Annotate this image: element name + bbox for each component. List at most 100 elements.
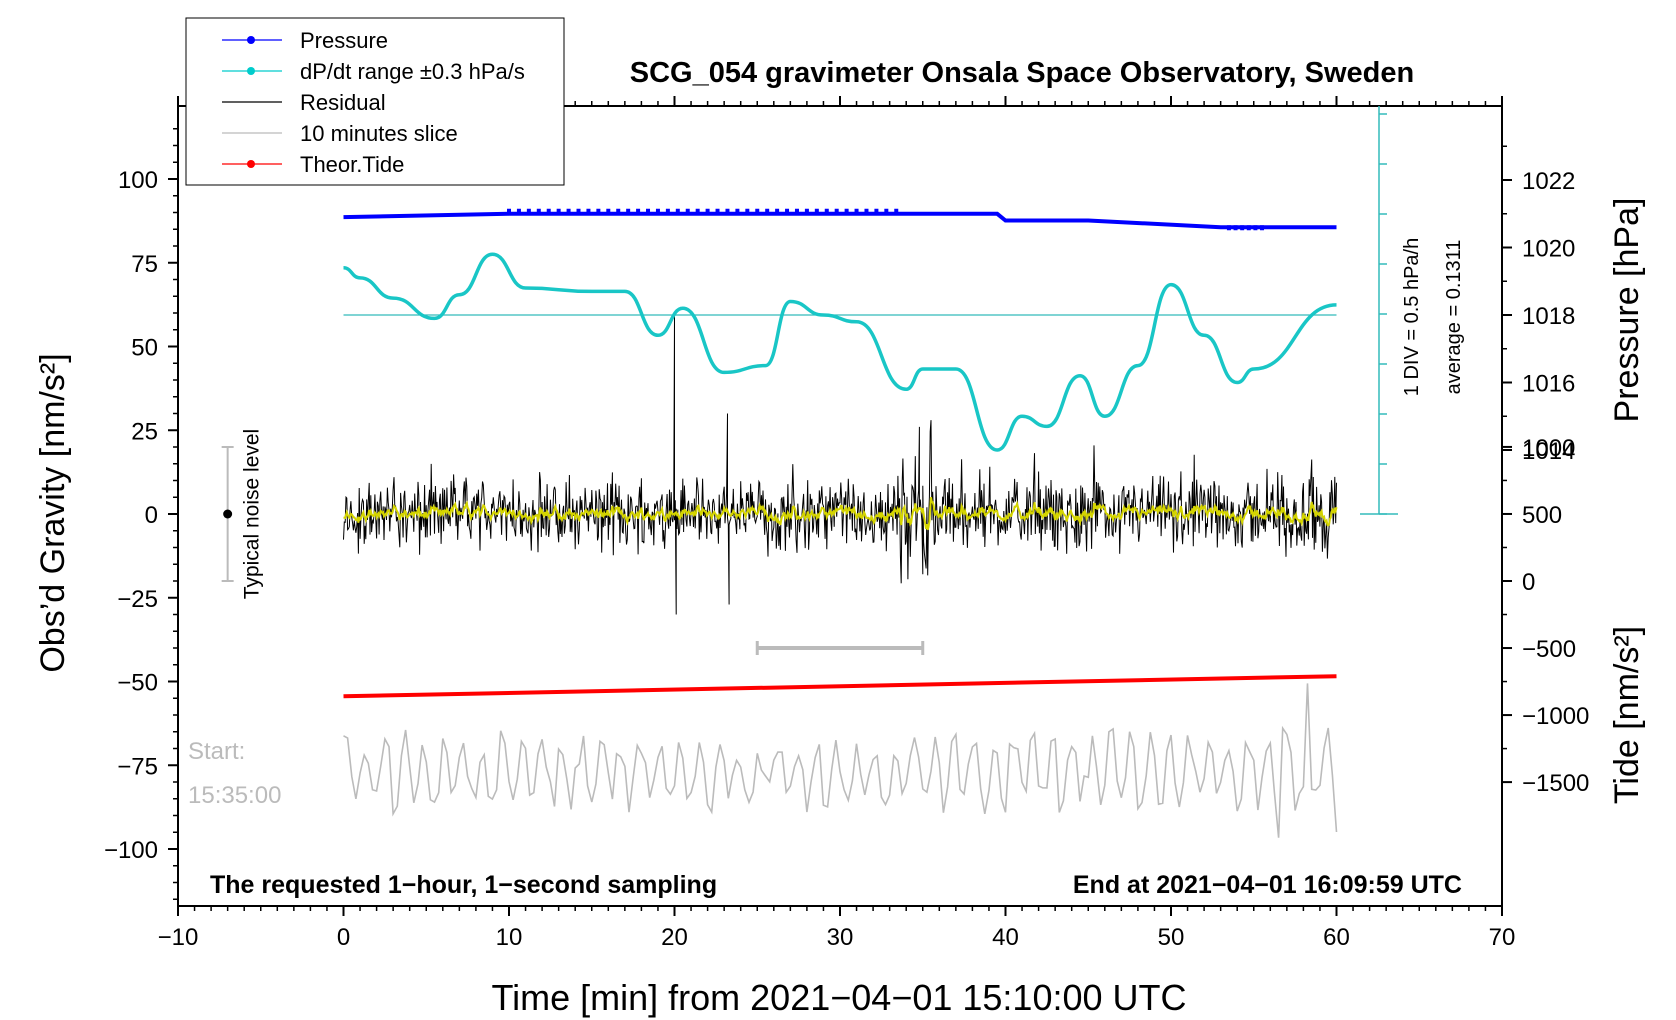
pressure-rate-scale [1360, 106, 1398, 515]
pressure-tick-label: 1018 [1522, 303, 1575, 330]
average-label: average = 0.1311 [1443, 240, 1465, 395]
pressure-dot [695, 208, 700, 214]
gravity-tick-label: −100 [104, 837, 158, 864]
legend-item-dp-dt-range-0-3-hpa-s: dP/dt range ±0.3 hPa/s [222, 59, 525, 84]
noise-level-indicator: Typical noise level [221, 429, 264, 599]
pressure-dot [536, 208, 541, 214]
legend-swatch-marker [247, 160, 255, 168]
pressure-tick-label: 1020 [1522, 236, 1575, 263]
tick-labels: −10 0 10 20 30 40 50 60 701007550250−25−50−75−10… [104, 167, 1589, 951]
pressure-dot [874, 208, 879, 214]
series-dpdt [343, 252, 1337, 452]
pressure-dot [586, 208, 591, 214]
series-theor-tide [343, 674, 1337, 699]
pressure-dot [894, 208, 899, 214]
pressure-dot [864, 208, 869, 214]
pressure-dot [626, 208, 631, 214]
pressure-dot [546, 208, 551, 214]
pressure-dot [636, 208, 641, 214]
pressure-dot [735, 208, 740, 214]
pressure-dot [844, 208, 849, 214]
pressure-dot [1253, 225, 1258, 231]
start-label: Start: [188, 738, 245, 765]
noise-dot [223, 509, 233, 519]
x-axis-label: Time [min] from 2021−04−01 15:10:00 UTC [491, 977, 1186, 1018]
pressure-dot [824, 208, 829, 214]
x-tick-label: 30 [827, 924, 854, 951]
pressure-dot [606, 208, 611, 214]
pressure-dot [804, 208, 809, 214]
start-time: 15:35:00 [188, 782, 281, 809]
legend-item-pressure: Pressure [222, 28, 388, 53]
gravity-tick-label: 0 [145, 502, 158, 529]
x-tick-label: 50 [1158, 924, 1185, 951]
gravity-tick-label: 50 [131, 335, 158, 362]
gravity-tick-label: 75 [131, 251, 158, 278]
y-axis-label-pressure: Pressure [hPa] [1608, 198, 1646, 423]
pressure-dot [705, 208, 710, 214]
gravity-tick-label: 25 [131, 418, 158, 445]
pressure-dot [745, 208, 750, 214]
legend-label: dP/dt range ±0.3 hPa/s [300, 59, 525, 84]
pressure-dot [854, 208, 859, 214]
gravity-tick-label: −75 [117, 753, 158, 780]
pressure-dot [566, 208, 571, 214]
pressure-dot [685, 208, 690, 214]
y-axis-label-gravity: Obs’d Gravity [nm/s²] [34, 353, 72, 672]
pressure-dot [1233, 225, 1238, 231]
pressure-dot [765, 208, 770, 214]
legend: Pressure dP/dt range ±0.3 hPa/s Residual 10… [185, 17, 565, 186]
legend-label: Theor.Tide [300, 152, 404, 177]
note-end-time: End at 2021−04−01 16:09:59 UTC [1073, 871, 1462, 899]
pressure-dot [576, 208, 581, 214]
pressure-dot [665, 208, 670, 214]
x-tick-label: 70 [1489, 924, 1516, 951]
x-tick-label: 10 [496, 924, 523, 951]
series-pressure [343, 208, 1337, 231]
pressure-dot [1246, 225, 1251, 231]
pressure-dot [1226, 225, 1231, 231]
chart-title: SCG_054 gravimeter Onsala Space Observat… [630, 57, 1414, 89]
x-tick-label: 40 [992, 924, 1019, 951]
legend-item-residual: Residual [222, 90, 386, 115]
note-sampling: The requested 1−hour, 1−second sampling [210, 871, 717, 899]
legend-item-10-minutes-slice: 10 minutes slice [222, 121, 458, 146]
series-10-minutes-slice [343, 683, 1338, 838]
series-residual [343, 316, 1337, 615]
tide-tick-label: −500 [1522, 636, 1576, 663]
pressure-dot [785, 208, 790, 214]
legend-swatch-marker [247, 36, 255, 44]
noise-level-label: Typical noise level [241, 429, 264, 599]
legend-label: Residual [300, 90, 386, 115]
pressure-dot [794, 208, 799, 214]
pressure-line [343, 211, 1337, 230]
gravity-tick-label: 100 [118, 167, 158, 194]
pressure-rate-scale-label: 1 DIV = 0.5 hPa/h [1401, 238, 1423, 396]
series-residual-smoothed [343, 497, 1338, 531]
tide-tick-label: 1000 [1522, 435, 1575, 462]
pressure-dot [675, 208, 680, 214]
x-tick-label: −10 [158, 924, 199, 951]
legend-item-theor-tide: Theor.Tide [222, 152, 404, 177]
slice-range-bar [755, 641, 925, 655]
pressure-dot [884, 208, 889, 214]
pressure-dot [1260, 225, 1265, 231]
pressure-dot [616, 208, 621, 214]
pressure-tick-label: 1022 [1522, 168, 1575, 195]
pressure-dot [526, 208, 531, 214]
pressure-dot [507, 208, 511, 214]
pressure-dot [646, 208, 651, 214]
pressure-dot [814, 208, 819, 214]
pressure-tick-label: 1016 [1522, 371, 1575, 398]
pressure-dot [655, 208, 660, 214]
tide-tick-label: −1000 [1522, 703, 1589, 730]
pressure-dot [556, 208, 561, 214]
gravity-tick-label: −25 [117, 586, 158, 613]
pressure-dot [755, 208, 760, 214]
tide-tick-label: 500 [1522, 502, 1562, 529]
tide-tick-label: −1500 [1522, 770, 1589, 797]
pressure-dot [596, 208, 601, 214]
legend-label: Pressure [300, 28, 388, 53]
x-tick-label: 20 [661, 924, 688, 951]
